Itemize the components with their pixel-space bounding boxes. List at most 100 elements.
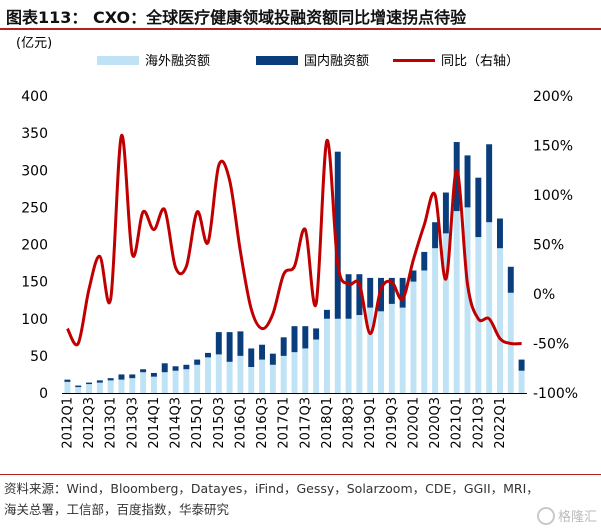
bar-overseas <box>486 222 493 393</box>
bar-overseas <box>96 382 103 393</box>
bar-domestic <box>486 144 493 223</box>
series-line-yoy <box>66 134 522 347</box>
y-right-tick-label: 0% <box>533 287 555 303</box>
y-left-tick-label: 100 <box>21 312 48 328</box>
bar-overseas <box>140 372 147 393</box>
y-right-tick-label: 200% <box>533 89 573 105</box>
bar-domestic <box>421 251 428 271</box>
x-tick-label: 2016Q1 <box>233 397 248 449</box>
y-left-tick-label: 0 <box>39 386 48 402</box>
x-tick-label: 2019Q1 <box>363 397 378 449</box>
legend-label-yoy: 同比（右轴） <box>441 54 519 69</box>
bar-overseas <box>259 359 266 393</box>
bar-domestic <box>140 369 147 373</box>
bar-domestic <box>194 359 201 365</box>
bar-overseas <box>172 370 179 393</box>
bar-overseas <box>75 387 82 393</box>
bar-overseas <box>194 364 201 393</box>
bar-overseas <box>356 315 363 393</box>
bar-overseas <box>421 270 428 393</box>
bar-overseas <box>291 352 298 393</box>
bar-domestic <box>161 363 168 373</box>
figure-title-bar: 图表113： CXO：全球医疗健康领域投融资额同比增速拐点待验 <box>0 0 601 30</box>
y-right-tick-label: -100% <box>533 386 578 402</box>
bar-overseas <box>86 384 93 393</box>
y-left-tick-label: 250 <box>21 200 48 216</box>
bar-domestic <box>64 379 71 382</box>
x-tick-label: 2022Q1 <box>493 397 508 449</box>
bar-domestic <box>367 277 374 308</box>
bar-overseas <box>205 357 211 393</box>
bar-overseas <box>161 372 168 393</box>
bar-overseas <box>215 354 222 393</box>
x-tick-label: 2020Q1 <box>406 397 421 449</box>
bar-domestic <box>323 309 330 319</box>
bar-domestic <box>248 348 255 368</box>
bar-domestic <box>356 274 363 316</box>
bar-domestic <box>302 326 309 349</box>
bar-domestic <box>75 385 82 388</box>
bar-overseas <box>496 248 503 393</box>
title-rule <box>0 28 601 30</box>
source-text: 资料来源：Wind，Bloomberg，Datayes，iFind，Gessy，… <box>4 481 539 517</box>
source-note: 资料来源：Wind，Bloomberg，Datayes，iFind，Gessy，… <box>0 474 601 520</box>
y-left-tick-label: 300 <box>21 163 48 179</box>
bar-domestic <box>172 366 179 371</box>
bar-overseas <box>183 369 190 393</box>
x-tick-label: 2020Q3 <box>428 397 443 449</box>
bar-domestic <box>150 372 157 377</box>
bar-overseas <box>432 248 439 393</box>
bar-overseas <box>378 311 384 393</box>
y-left-tick-label: 200 <box>21 238 48 254</box>
bar-overseas <box>323 318 330 393</box>
x-tick-label: 2012Q3 <box>82 397 97 449</box>
x-tick-label: 2019Q3 <box>385 397 400 449</box>
bar-overseas <box>313 339 320 393</box>
x-tick-label: 2021Q3 <box>471 397 486 449</box>
legend-swatch-overseas <box>97 56 139 65</box>
bar-domestic <box>442 192 449 234</box>
x-tick-label: 2018Q3 <box>342 397 357 449</box>
bar-overseas <box>388 303 395 393</box>
bar-overseas <box>248 367 255 393</box>
bar-domestic <box>507 266 514 293</box>
bar-overseas <box>107 380 114 393</box>
bar-overseas <box>226 361 233 393</box>
y-unit-label: (亿元) <box>16 36 52 51</box>
y-right-tick-label: 50% <box>533 238 564 254</box>
bar-domestic <box>215 332 222 355</box>
bar-domestic <box>129 374 136 379</box>
x-tick-label: 2017Q3 <box>298 397 313 449</box>
bar-domestic <box>410 270 417 282</box>
bar-domestic <box>96 380 103 383</box>
watermark: 格隆汇 <box>536 506 597 525</box>
x-tick-label: 2017Q1 <box>277 397 292 449</box>
bar-domestic <box>226 332 233 362</box>
x-tick-label: 2014Q1 <box>147 397 162 449</box>
bar-domestic <box>107 378 114 381</box>
y-right-tick-label: 100% <box>533 188 573 204</box>
bar-domestic <box>453 142 460 212</box>
bar-domestic <box>475 177 482 238</box>
y-right-tick-label: 150% <box>533 139 573 155</box>
x-tick-label: 2012Q1 <box>60 397 75 449</box>
chart: (亿元) 海外融资额 国内融资额 同比（右轴） 0 50 100 150 200 250 300 35… <box>16 36 578 449</box>
bar-domestic <box>259 344 266 360</box>
bar-domestic <box>388 277 395 304</box>
bar-domestic <box>291 326 298 353</box>
bar-overseas <box>442 233 449 393</box>
bar-domestic <box>518 359 525 371</box>
y-left-tick-label: 350 <box>21 126 48 142</box>
legend-label-domestic: 国内融资额 <box>304 53 369 69</box>
bar-domestic <box>399 277 406 308</box>
y-left-tick-label: 150 <box>21 275 48 291</box>
y-left-tick-label: 50 <box>30 349 48 365</box>
bar-domestic <box>464 155 471 208</box>
x-tick-label: 2018Q1 <box>320 397 335 449</box>
x-tick-label: 2021Q1 <box>450 397 465 449</box>
source-rule <box>0 474 601 475</box>
watermark-logo-icon <box>536 506 555 525</box>
bar-overseas <box>399 307 406 393</box>
bar-domestic <box>237 331 244 356</box>
y-left-tick-label: 400 <box>21 89 48 105</box>
